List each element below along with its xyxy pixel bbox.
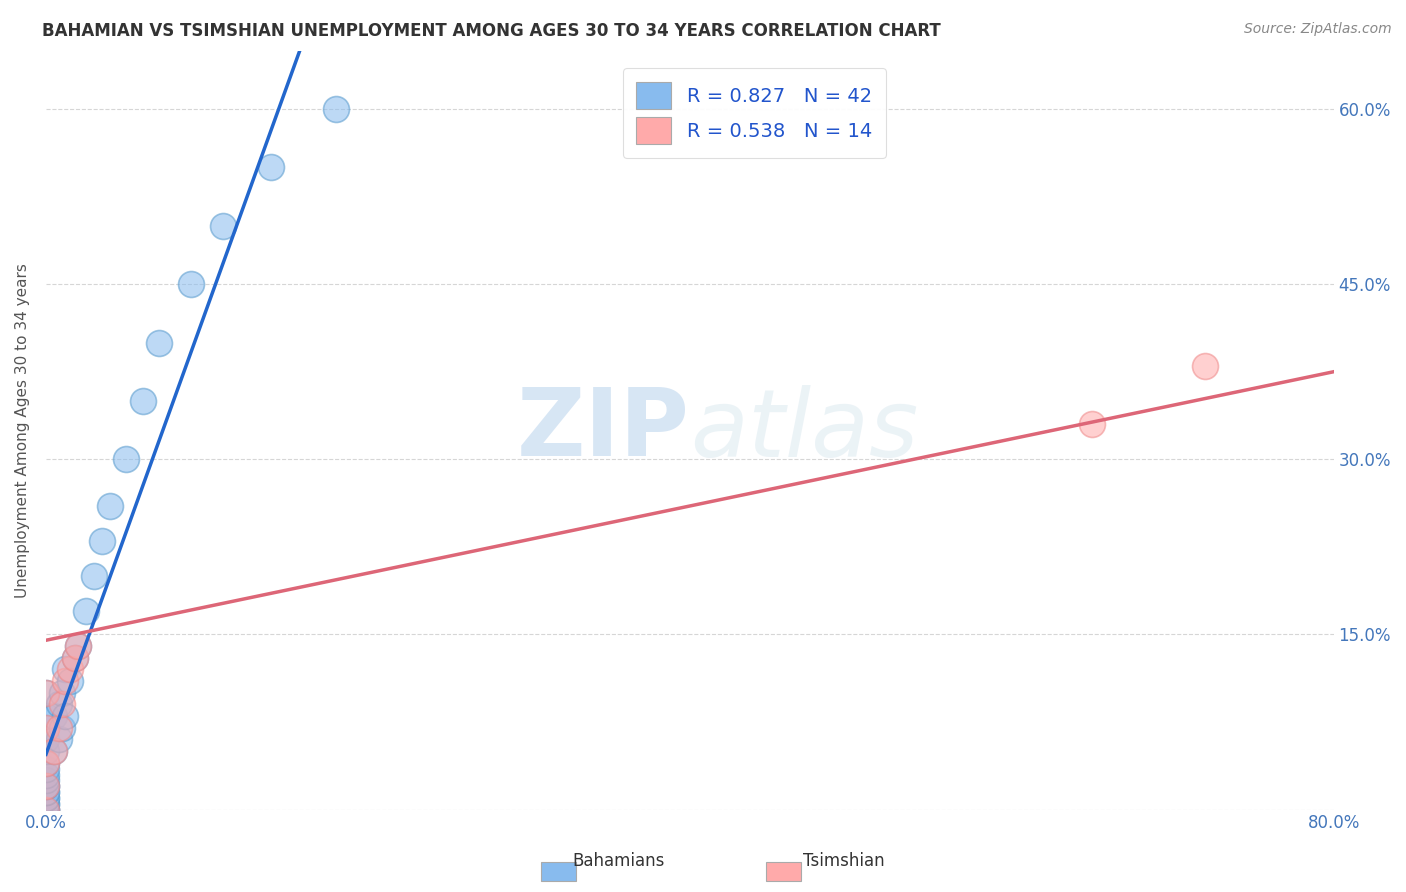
Point bbox=[35, 756, 58, 770]
Point bbox=[212, 219, 235, 233]
Point bbox=[59, 662, 82, 676]
Point bbox=[67, 639, 90, 653]
Point bbox=[35, 797, 58, 811]
Text: ZIP: ZIP bbox=[517, 384, 690, 476]
Point bbox=[115, 452, 138, 467]
Point bbox=[35, 686, 58, 700]
Point bbox=[35, 762, 58, 776]
Point bbox=[48, 698, 70, 712]
Point bbox=[51, 686, 73, 700]
Point bbox=[59, 674, 82, 689]
Point bbox=[35, 767, 58, 781]
Point bbox=[98, 499, 121, 513]
Point bbox=[42, 709, 65, 723]
Point bbox=[35, 773, 58, 788]
Point bbox=[35, 803, 58, 817]
Point bbox=[53, 674, 76, 689]
Point bbox=[35, 803, 58, 817]
Point bbox=[35, 732, 58, 747]
Point bbox=[91, 534, 114, 549]
Point bbox=[35, 779, 58, 793]
Point bbox=[48, 721, 70, 735]
Point bbox=[260, 161, 283, 175]
Point bbox=[35, 744, 58, 758]
Point bbox=[63, 650, 86, 665]
Point bbox=[1081, 417, 1104, 432]
Point bbox=[180, 277, 202, 292]
Point bbox=[75, 604, 97, 618]
Legend: R = 0.827   N = 42, R = 0.538   N = 14: R = 0.827 N = 42, R = 0.538 N = 14 bbox=[623, 68, 886, 158]
Point bbox=[35, 785, 58, 799]
Point bbox=[53, 662, 76, 676]
Point bbox=[35, 686, 58, 700]
Point bbox=[35, 803, 58, 817]
Point bbox=[35, 721, 58, 735]
Point bbox=[35, 803, 58, 817]
Point bbox=[131, 393, 153, 408]
Point bbox=[35, 721, 58, 735]
Text: Source: ZipAtlas.com: Source: ZipAtlas.com bbox=[1244, 22, 1392, 37]
Text: Bahamians: Bahamians bbox=[572, 852, 665, 870]
Point bbox=[35, 709, 58, 723]
Point bbox=[48, 732, 70, 747]
Text: Tsimshian: Tsimshian bbox=[803, 852, 884, 870]
Point bbox=[42, 744, 65, 758]
Point bbox=[148, 335, 170, 350]
Point bbox=[51, 721, 73, 735]
Point bbox=[325, 102, 347, 116]
Point bbox=[67, 639, 90, 653]
Point bbox=[35, 785, 58, 799]
Point bbox=[1194, 359, 1216, 373]
Point bbox=[42, 744, 65, 758]
Text: atlas: atlas bbox=[690, 384, 918, 475]
Text: BAHAMIAN VS TSIMSHIAN UNEMPLOYMENT AMONG AGES 30 TO 34 YEARS CORRELATION CHART: BAHAMIAN VS TSIMSHIAN UNEMPLOYMENT AMONG… bbox=[42, 22, 941, 40]
Point bbox=[35, 779, 58, 793]
Point bbox=[35, 790, 58, 805]
Point bbox=[51, 698, 73, 712]
Point bbox=[83, 569, 105, 583]
Point bbox=[63, 650, 86, 665]
Point bbox=[35, 797, 58, 811]
Point bbox=[35, 790, 58, 805]
Y-axis label: Unemployment Among Ages 30 to 34 years: Unemployment Among Ages 30 to 34 years bbox=[15, 262, 30, 598]
Point bbox=[53, 709, 76, 723]
Point bbox=[35, 779, 58, 793]
Point bbox=[35, 756, 58, 770]
